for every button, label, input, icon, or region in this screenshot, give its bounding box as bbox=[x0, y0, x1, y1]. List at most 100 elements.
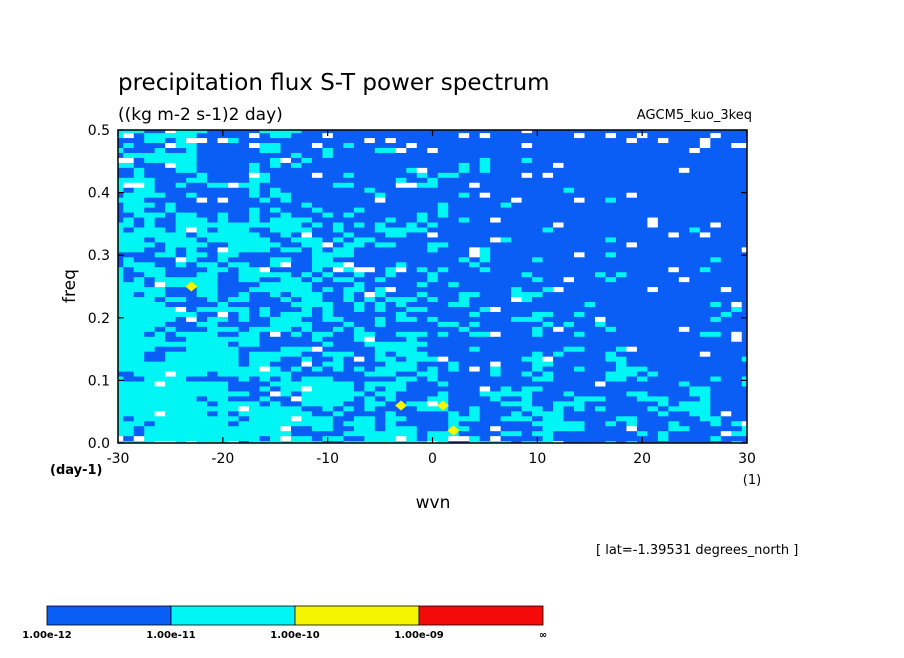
heatmap-cell bbox=[301, 162, 313, 168]
heatmap-cell bbox=[668, 182, 680, 188]
heatmap-cell bbox=[699, 435, 711, 442]
heatmap-cell bbox=[563, 286, 575, 293]
heatmap-cell bbox=[311, 281, 324, 288]
heatmap-cell bbox=[584, 410, 596, 417]
heatmap-cell bbox=[553, 147, 565, 153]
heatmap-cell bbox=[259, 346, 271, 352]
heatmap-cell bbox=[710, 435, 722, 442]
heatmap-cell bbox=[626, 130, 638, 134]
heatmap-cell bbox=[427, 256, 439, 263]
heatmap-cell bbox=[175, 336, 187, 342]
heatmap-cell bbox=[228, 167, 240, 173]
heatmap-cell bbox=[228, 147, 240, 153]
heatmap-cell bbox=[657, 361, 669, 367]
heatmap-cell bbox=[668, 216, 680, 223]
heatmap-cell bbox=[699, 336, 711, 342]
heatmap-cell bbox=[353, 187, 365, 193]
heatmap-cell bbox=[395, 385, 407, 392]
heatmap-cell bbox=[594, 346, 607, 352]
heatmap-cell bbox=[311, 182, 324, 188]
heatmap-cell bbox=[374, 162, 386, 168]
heatmap-cell bbox=[249, 162, 261, 168]
heatmap-cell bbox=[207, 346, 219, 352]
heatmap-cell bbox=[710, 301, 722, 307]
heatmap-cell bbox=[175, 341, 187, 347]
heatmap-cell bbox=[280, 236, 292, 243]
heatmap-cell bbox=[175, 157, 187, 163]
heatmap-cell bbox=[626, 331, 638, 337]
heatmap-cell bbox=[615, 415, 628, 422]
heatmap-cell bbox=[238, 420, 250, 427]
heatmap-cell bbox=[469, 256, 481, 263]
heatmap-cell bbox=[741, 321, 747, 327]
heatmap-cell bbox=[259, 211, 271, 218]
heatmap-cell bbox=[657, 281, 669, 288]
heatmap-cell bbox=[532, 410, 544, 417]
heatmap-cell bbox=[689, 207, 701, 213]
heatmap-cell bbox=[353, 147, 365, 153]
heatmap-cell bbox=[741, 405, 747, 412]
heatmap-cell bbox=[353, 286, 365, 293]
heatmap-cell bbox=[710, 177, 722, 183]
heatmap-cell bbox=[626, 356, 638, 362]
heatmap-cell bbox=[249, 390, 261, 397]
heatmap-cell bbox=[364, 291, 376, 298]
heatmap-cell bbox=[605, 261, 617, 268]
heatmap-cell bbox=[416, 385, 428, 392]
heatmap-cell bbox=[668, 425, 680, 432]
heatmap-cell bbox=[584, 375, 596, 382]
heatmap-cell bbox=[500, 211, 512, 218]
heatmap-cell bbox=[657, 291, 669, 298]
heatmap-cell bbox=[374, 226, 386, 233]
heatmap-cell bbox=[332, 276, 344, 283]
heatmap-cell bbox=[553, 356, 565, 362]
heatmap-cell bbox=[343, 365, 355, 372]
heatmap-cell bbox=[521, 177, 533, 183]
heatmap-cell bbox=[270, 326, 282, 332]
heatmap-cell bbox=[123, 405, 135, 412]
heatmap-cell bbox=[479, 316, 491, 322]
heatmap-cell bbox=[647, 440, 659, 443]
heatmap-cell bbox=[290, 291, 303, 298]
heatmap-cell bbox=[385, 440, 397, 443]
heatmap-cell bbox=[322, 346, 334, 352]
heatmap-cell bbox=[118, 351, 124, 357]
heatmap-cell bbox=[594, 236, 607, 243]
heatmap-cell bbox=[500, 405, 512, 412]
heatmap-cell bbox=[689, 256, 701, 263]
heatmap-cell bbox=[343, 172, 355, 178]
heatmap-cell bbox=[353, 341, 365, 347]
heatmap-cell bbox=[290, 167, 303, 173]
heatmap-cell bbox=[322, 420, 334, 427]
heatmap-cell bbox=[458, 331, 470, 337]
heatmap-cell bbox=[118, 370, 124, 377]
heatmap-cell bbox=[532, 316, 544, 322]
heatmap-cell bbox=[123, 380, 135, 387]
heatmap-cell bbox=[395, 271, 407, 278]
heatmap-cell bbox=[437, 147, 449, 153]
heatmap-cell bbox=[731, 197, 743, 203]
heatmap-cell bbox=[427, 370, 439, 377]
heatmap-cell bbox=[563, 440, 575, 443]
heatmap-cell bbox=[668, 202, 680, 208]
heatmap-cell bbox=[196, 162, 208, 168]
heatmap-cell bbox=[332, 331, 344, 337]
heatmap-cell bbox=[605, 405, 617, 412]
heatmap-cell bbox=[741, 385, 747, 392]
heatmap-cell bbox=[479, 351, 491, 357]
heatmap-cell bbox=[500, 241, 512, 248]
heatmap-cell bbox=[720, 301, 732, 307]
heatmap-cell bbox=[290, 246, 303, 253]
heatmap-cell bbox=[720, 380, 732, 387]
heatmap-cell bbox=[678, 251, 690, 258]
heatmap-cell bbox=[437, 256, 449, 263]
heatmap-cell bbox=[416, 415, 428, 422]
heatmap-cell bbox=[123, 261, 135, 268]
heatmap-cell bbox=[626, 157, 638, 163]
heatmap-cell bbox=[605, 177, 617, 183]
heatmap-cell bbox=[395, 326, 407, 332]
heatmap-cell bbox=[270, 380, 282, 387]
heatmap-cell bbox=[427, 326, 439, 332]
heatmap-cell bbox=[427, 276, 439, 283]
heatmap-cell bbox=[458, 266, 470, 273]
